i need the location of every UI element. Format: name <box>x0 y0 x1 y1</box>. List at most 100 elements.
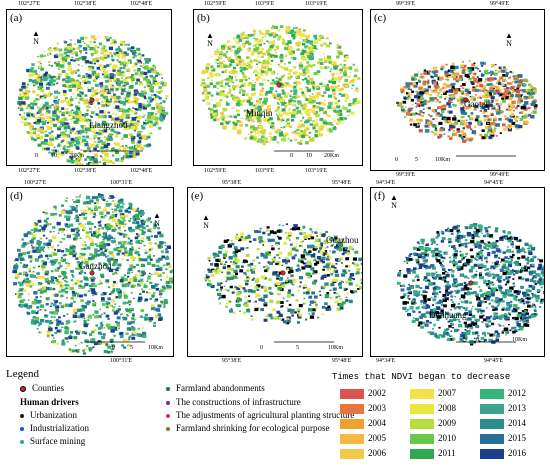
year-swatch <box>410 449 434 459</box>
driver-dot-icon <box>166 400 170 405</box>
legend-title: Legend <box>6 368 39 380</box>
year-label: 2003 <box>368 403 386 413</box>
tick-bottom: 99°39'E <box>396 172 416 178</box>
year-swatch <box>410 404 434 414</box>
tick-bottom: 100°31'E <box>110 358 133 364</box>
year-label: 2010 <box>438 433 456 443</box>
year-label: 2006 <box>368 448 386 458</box>
year-swatch <box>340 404 364 414</box>
panel-label: (a) <box>10 12 23 24</box>
year-label: 2009 <box>438 418 456 428</box>
map-d-raster <box>12 193 173 355</box>
year-swatch <box>340 389 364 399</box>
tick-bottom: 99°49'E <box>490 172 510 178</box>
year-swatch <box>410 434 434 444</box>
county-dot-icon <box>20 385 26 392</box>
tick-top: 94°34'E <box>376 180 396 186</box>
year-swatch <box>480 419 504 429</box>
year-swatch <box>480 434 504 444</box>
year-swatch <box>340 419 364 429</box>
tick-bottom: 103°9'E <box>255 168 275 174</box>
place-label: Guazhou <box>326 235 359 245</box>
north-arrow-icon: ▲ N <box>153 211 161 228</box>
year-label: 2002 <box>368 388 386 398</box>
tick-bottom: 95°38'E <box>222 358 242 364</box>
year-swatch <box>340 434 364 444</box>
driver-dot-icon <box>166 426 170 431</box>
panel-label: (e) <box>191 190 204 202</box>
legend-driver-item: Farmland shrinking for ecological purpos… <box>166 423 329 433</box>
tick-top: 99°49'E <box>490 1 510 7</box>
map-panel-b: (b) ▲ N Minqin 0 10 20Km <box>193 9 363 166</box>
tick-top: 94°45'E <box>484 180 504 186</box>
map-panel-d: (d) ▲ N Ganzhou 0 5 10Km <box>6 187 174 357</box>
year-label: 2011 <box>438 448 456 458</box>
tick-top: 103°19'E <box>305 1 328 7</box>
county-marker-icon <box>280 270 286 276</box>
year-label: 2016 <box>508 448 526 458</box>
map-panel-a: (a) ▲ N Liangzhou 0 10 20Km <box>6 9 172 166</box>
map-b-raster <box>200 25 361 152</box>
map-panel-c: (c) ▲ N Gaotai 0 5 10Km <box>370 9 545 171</box>
legend-years-title: Times that NDVI began to decrease <box>332 372 511 382</box>
year-swatch <box>340 449 364 459</box>
year-label: 2007 <box>438 388 456 398</box>
tick-top: 103°9'E <box>255 1 275 7</box>
year-swatch <box>410 389 434 399</box>
year-label: 2004 <box>368 418 386 428</box>
county-marker-icon <box>463 97 469 103</box>
tick-bottom: 102°27'E <box>18 168 41 174</box>
legend-driver-item: The constructions of infrastructure <box>166 397 301 407</box>
tick-top: 95°48'E <box>332 180 352 186</box>
map-f-raster <box>396 223 544 346</box>
map-c-raster <box>396 60 538 157</box>
legend-driver-item: The adjustments of agricultural planting… <box>166 410 354 420</box>
panel-label: (d) <box>10 190 23 202</box>
map-a-raster <box>17 35 169 165</box>
driver-dot-icon <box>20 439 24 444</box>
tick-bottom: 94°34'E <box>376 358 396 364</box>
year-label: 2015 <box>508 433 526 443</box>
year-swatch <box>480 389 504 399</box>
legend-driver-item: Farmland abandonments <box>166 383 265 393</box>
tick-top: 100°31'E <box>110 180 133 186</box>
year-swatch <box>480 449 504 459</box>
legend-drivers-title: Human drivers <box>20 397 79 407</box>
legend-driver-item: Surface mining <box>20 436 85 446</box>
tick-bottom: 103°19'E <box>305 168 328 174</box>
tick-top: 102°48'E <box>130 1 153 7</box>
tick-top: 102°38'E <box>74 1 97 7</box>
north-arrow-icon: ▲ N <box>32 29 40 46</box>
county-marker-icon <box>276 82 282 88</box>
place-label: Dunhuang <box>429 310 467 320</box>
county-marker-icon <box>89 270 95 276</box>
place-label: Minqin <box>246 108 273 118</box>
map-panel-e: (e) ▲ N Guazhou 0 5 10Km <box>187 187 363 357</box>
north-arrow-icon: ▲ N <box>202 213 210 230</box>
panel-label: (f) <box>374 190 385 202</box>
year-swatch <box>410 419 434 429</box>
tick-top: 100°27'E <box>24 180 47 186</box>
north-arrow-icon: ▲ N <box>505 31 513 48</box>
tick-bottom: 102°48'E <box>130 168 153 174</box>
driver-dot-icon <box>20 426 24 431</box>
year-label: 2005 <box>368 433 386 443</box>
year-swatch <box>480 404 504 414</box>
legend-driver-item: Urbanization <box>20 410 77 420</box>
tick-top: 102°27'E <box>18 1 41 7</box>
driver-dot-icon <box>166 386 170 391</box>
year-label: 2008 <box>438 403 456 413</box>
tick-bottom: 102°59'E <box>204 168 227 174</box>
county-marker-icon <box>89 97 95 103</box>
tick-top: 102°59'E <box>204 1 227 7</box>
tick-bottom: 94°45'E <box>484 358 504 364</box>
year-label: 2014 <box>508 418 526 428</box>
place-label: Liangzhou <box>89 120 128 130</box>
map-e-raster <box>204 223 362 343</box>
year-label: 2013 <box>508 403 526 413</box>
place-label: Ganzhou <box>79 261 112 271</box>
place-label: Gaotai <box>464 99 488 109</box>
legend-driver-item: Industrialization <box>20 423 89 433</box>
driver-dot-icon <box>166 413 170 418</box>
legend-counties: Counties <box>20 383 64 393</box>
